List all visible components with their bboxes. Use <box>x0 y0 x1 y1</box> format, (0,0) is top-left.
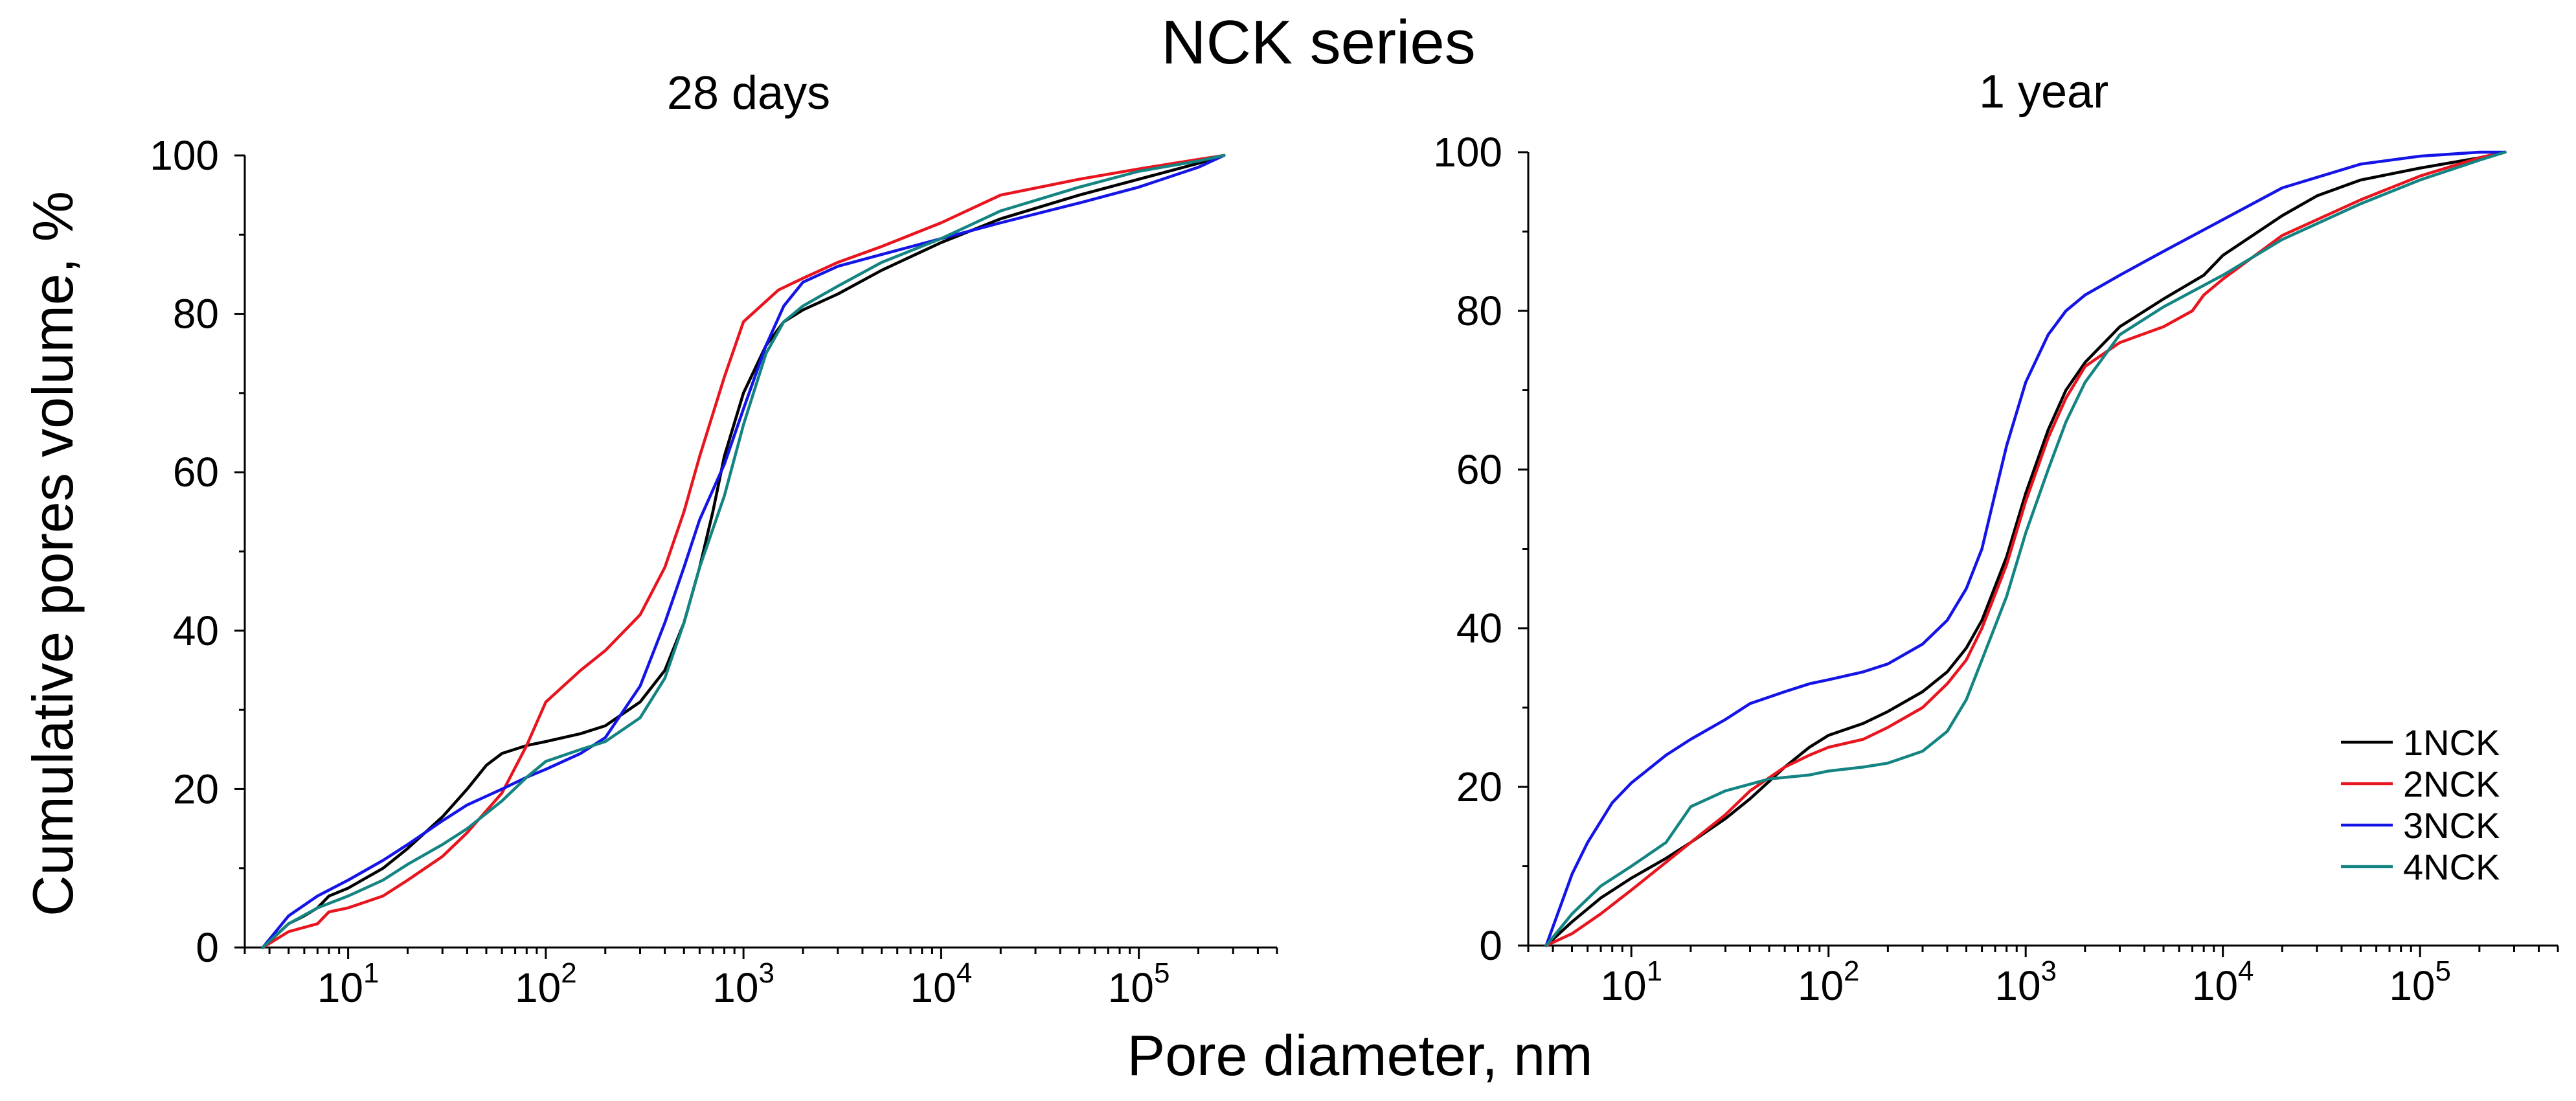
x-tick-label: 103 <box>712 957 774 1011</box>
legend-label: 4NCK <box>2403 846 2500 887</box>
x-tick-label-exponent: 3 <box>2041 955 2057 987</box>
x-tick-label: 105 <box>2389 955 2451 1009</box>
series-line-2nck <box>1544 150 2507 948</box>
y-tick-label: 80 <box>1456 288 1502 334</box>
panel-title: 1 year <box>1979 66 2108 118</box>
x-tick-label-base: 10 <box>2389 962 2435 1009</box>
x-tick-label-exponent: 2 <box>561 957 576 989</box>
panel-title: 28 days <box>667 67 830 119</box>
x-tick-label-base: 10 <box>712 964 758 1011</box>
y-tick-label: 40 <box>173 607 219 654</box>
x-tick-label: 102 <box>515 957 577 1011</box>
y-tick-label: 80 <box>173 291 219 337</box>
x-tick-label-base: 10 <box>1108 964 1154 1011</box>
series-line-3nck <box>1544 150 2507 948</box>
legend-label: 3NCK <box>2403 805 2500 846</box>
y-tick-label: 0 <box>196 924 219 971</box>
x-tick-label: 103 <box>1994 955 2057 1009</box>
figure-title: NCK series <box>1161 8 1475 77</box>
y-tick-label: 60 <box>173 449 219 495</box>
x-tick-label-base: 10 <box>317 964 363 1011</box>
x-tick-label: 104 <box>2192 955 2254 1009</box>
y-tick-label: 100 <box>150 132 219 179</box>
x-tick-label: 102 <box>1798 955 1860 1009</box>
series-line-1nck <box>261 153 1226 949</box>
x-tick-label: 101 <box>317 957 379 1011</box>
x-tick-label-exponent: 3 <box>758 957 774 989</box>
series-line-2nck <box>261 153 1226 949</box>
x-tick-label: 104 <box>910 957 973 1011</box>
x-tick-label-exponent: 4 <box>2238 955 2254 987</box>
x-tick-label-base: 10 <box>1798 962 1844 1009</box>
x-tick-label-base: 10 <box>2192 962 2238 1009</box>
x-tick-label-exponent: 4 <box>956 957 972 989</box>
y-tick-label: 100 <box>1433 129 1502 176</box>
legend-label: 2NCK <box>2403 764 2500 804</box>
series-line-4nck <box>1544 150 2507 948</box>
y-tick-label: 0 <box>1479 922 1502 969</box>
y-axis-label: Cumulative pores volume, % <box>21 191 85 916</box>
x-tick-label-exponent: 5 <box>2435 955 2451 987</box>
x-tick-label: 105 <box>1108 957 1170 1011</box>
x-tick-label-base: 10 <box>515 964 561 1011</box>
x-tick-label-exponent: 5 <box>1154 957 1169 989</box>
x-tick-label-exponent: 2 <box>1844 955 1859 987</box>
y-tick-label: 20 <box>173 766 219 812</box>
x-tick-label-exponent: 1 <box>363 957 379 989</box>
x-tick-label-base: 10 <box>1600 962 1646 1009</box>
y-tick-label: 60 <box>1456 446 1502 493</box>
y-tick-label: 20 <box>1456 764 1502 810</box>
y-tick-label: 40 <box>1456 605 1502 652</box>
x-axis-label: Pore diameter, nm <box>1127 1023 1593 1087</box>
x-tick-label-base: 10 <box>910 964 956 1011</box>
series-line-4nck <box>261 153 1226 949</box>
x-tick-label-exponent: 1 <box>1647 955 1662 987</box>
x-tick-label: 101 <box>1600 955 1662 1009</box>
x-tick-label-base: 10 <box>1994 962 2040 1009</box>
legend-label: 1NCK <box>2403 722 2500 763</box>
series-line-3nck <box>261 153 1226 949</box>
